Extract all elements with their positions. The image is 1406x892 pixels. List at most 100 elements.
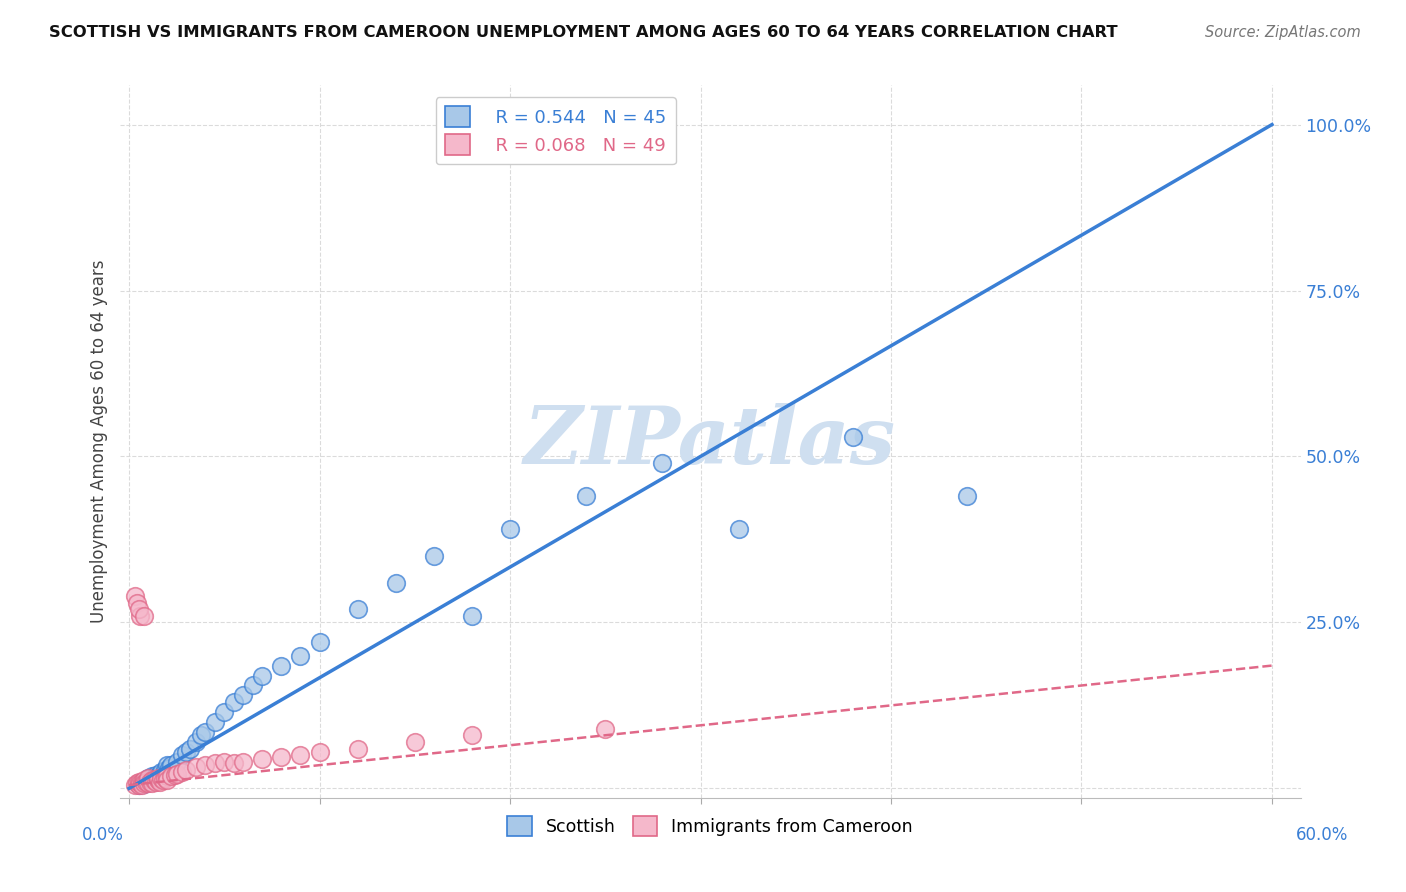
Point xyxy=(134,608,156,623)
Point xyxy=(461,608,484,623)
Point xyxy=(204,756,226,771)
Point xyxy=(125,595,148,609)
Point xyxy=(166,755,188,769)
Point xyxy=(308,745,330,759)
Point xyxy=(166,766,188,780)
Point xyxy=(270,749,292,764)
Point xyxy=(136,776,159,790)
Point xyxy=(270,658,292,673)
Point xyxy=(136,772,159,786)
Point xyxy=(128,602,150,616)
Point xyxy=(194,758,217,772)
Point xyxy=(222,695,245,709)
Point xyxy=(160,758,183,772)
Point xyxy=(384,575,406,590)
Point xyxy=(214,705,236,719)
Point xyxy=(131,776,153,790)
Point xyxy=(131,778,153,792)
Point xyxy=(124,589,146,603)
Point xyxy=(145,768,167,782)
Point xyxy=(156,764,179,779)
Point xyxy=(651,456,673,470)
Point xyxy=(194,725,217,739)
Point xyxy=(346,602,368,616)
Text: 60.0%: 60.0% xyxy=(1295,826,1348,844)
Point xyxy=(129,608,152,623)
Point xyxy=(124,778,146,792)
Point xyxy=(128,774,150,789)
Point xyxy=(141,773,163,788)
Point xyxy=(156,769,179,783)
Point xyxy=(184,760,207,774)
Point xyxy=(155,763,177,777)
Point xyxy=(129,776,152,790)
Text: SCOTTISH VS IMMIGRANTS FROM CAMEROON UNEMPLOYMENT AMONG AGES 60 TO 64 YEARS CORR: SCOTTISH VS IMMIGRANTS FROM CAMEROON UNE… xyxy=(49,25,1118,40)
Point xyxy=(214,755,236,769)
Text: Source: ZipAtlas.com: Source: ZipAtlas.com xyxy=(1205,25,1361,40)
Point xyxy=(152,773,174,788)
Point xyxy=(148,766,170,780)
Point xyxy=(125,776,148,790)
Point xyxy=(232,755,254,769)
Point xyxy=(423,549,446,563)
Point xyxy=(156,773,179,788)
Point xyxy=(404,735,426,749)
Point xyxy=(290,748,312,763)
Point xyxy=(179,741,201,756)
Point xyxy=(135,774,157,789)
Point xyxy=(232,689,254,703)
Point xyxy=(346,741,368,756)
Point xyxy=(145,774,167,789)
Point xyxy=(160,769,183,783)
Point xyxy=(134,777,156,791)
Point xyxy=(155,772,177,786)
Point xyxy=(163,768,186,782)
Point xyxy=(252,668,274,682)
Point xyxy=(146,772,169,786)
Y-axis label: Unemployment Among Ages 60 to 64 years: Unemployment Among Ages 60 to 64 years xyxy=(90,260,108,624)
Point xyxy=(174,745,197,759)
Point xyxy=(190,728,212,742)
Point xyxy=(242,678,264,692)
Point xyxy=(222,756,245,771)
Point xyxy=(204,714,226,729)
Point xyxy=(136,772,159,786)
Point xyxy=(128,778,150,792)
Point xyxy=(131,774,153,789)
Point xyxy=(172,764,194,779)
Point xyxy=(172,748,194,763)
Text: ZIPatlas: ZIPatlas xyxy=(524,403,896,480)
Point xyxy=(148,774,170,789)
Point xyxy=(142,772,165,786)
Point xyxy=(146,773,169,788)
Point xyxy=(134,773,156,788)
Point xyxy=(956,489,979,503)
Legend: Scottish, Immigrants from Cameroon: Scottish, Immigrants from Cameroon xyxy=(501,809,920,843)
Point xyxy=(174,763,197,777)
Point xyxy=(141,769,163,783)
Point xyxy=(134,776,156,790)
Point xyxy=(146,769,169,783)
Point xyxy=(157,762,180,776)
Point xyxy=(136,773,159,788)
Point xyxy=(128,778,150,792)
Point xyxy=(156,758,179,772)
Text: 0.0%: 0.0% xyxy=(82,826,124,844)
Point xyxy=(727,523,749,537)
Point xyxy=(842,429,865,443)
Point xyxy=(575,489,598,503)
Point xyxy=(139,774,162,789)
Point xyxy=(184,735,207,749)
Point xyxy=(252,751,274,765)
Point xyxy=(141,776,163,790)
Point xyxy=(499,523,522,537)
Point xyxy=(150,772,173,786)
Point xyxy=(593,722,616,736)
Point xyxy=(461,728,484,742)
Point xyxy=(308,635,330,649)
Point xyxy=(290,648,312,663)
Point xyxy=(135,774,157,789)
Point xyxy=(142,773,165,788)
Point xyxy=(152,768,174,782)
Point xyxy=(139,774,162,789)
